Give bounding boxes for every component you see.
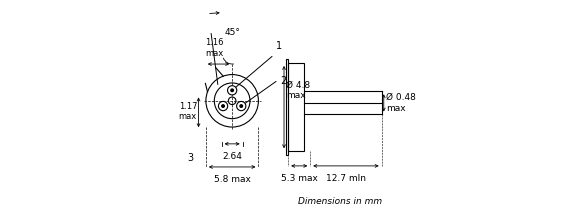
Text: 2.64: 2.64 (222, 152, 242, 161)
Bar (285, 59, 288, 155)
Circle shape (240, 105, 243, 107)
Circle shape (227, 86, 237, 95)
Text: 12.7 mln: 12.7 mln (326, 174, 366, 183)
Text: Ø 0.48
max: Ø 0.48 max (386, 93, 415, 113)
Text: Ø 4.8
max: Ø 4.8 max (286, 81, 310, 100)
Text: Dimensions in mm: Dimensions in mm (298, 197, 382, 206)
Circle shape (231, 89, 234, 92)
Text: 5.8 max: 5.8 max (214, 175, 251, 184)
Text: 45°: 45° (225, 28, 240, 37)
Text: 2: 2 (280, 76, 287, 86)
Text: 5.3 max: 5.3 max (281, 174, 318, 183)
Text: 1.16
max: 1.16 max (205, 38, 224, 58)
Bar (288, 63, 304, 151)
Circle shape (222, 105, 224, 107)
Text: 3: 3 (187, 153, 193, 163)
Text: 1.17
max: 1.17 max (178, 102, 197, 121)
Text: 1: 1 (276, 41, 283, 51)
Circle shape (218, 101, 227, 111)
Circle shape (236, 101, 246, 111)
